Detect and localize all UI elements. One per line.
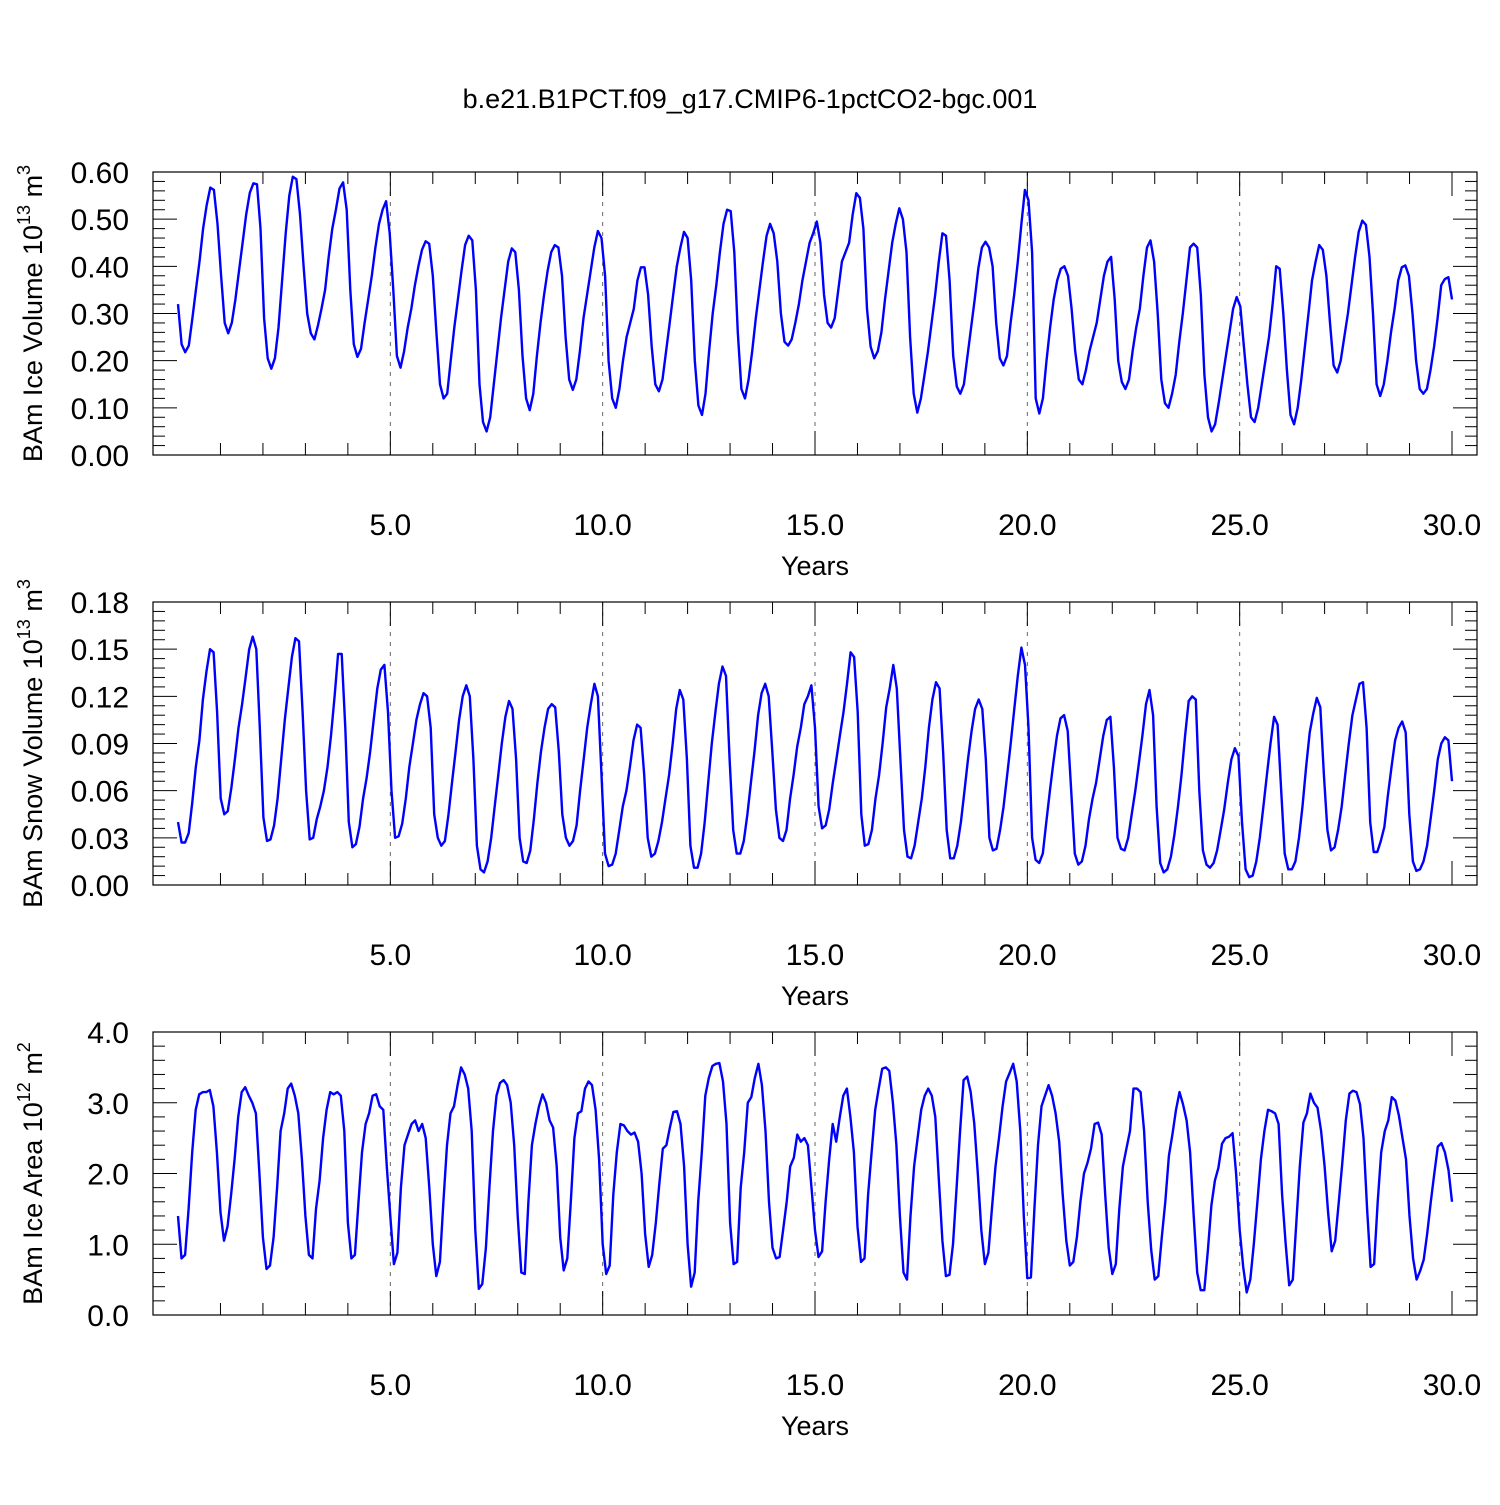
x-tick-label: 20.0 xyxy=(998,509,1056,542)
y-tick-label: 0.30 xyxy=(71,299,129,332)
y-tick-label: 0.0 xyxy=(87,1300,129,1333)
y-axis-title-part: m xyxy=(18,589,48,619)
x-tick-label: 25.0 xyxy=(1210,939,1268,972)
x-tick-label: 20.0 xyxy=(998,939,1056,972)
x-axis-title: Years xyxy=(781,551,849,581)
x-tick-label: 30.0 xyxy=(1423,1369,1481,1402)
y-tick-label: 0.06 xyxy=(71,776,129,809)
x-axis-title: Years xyxy=(781,1411,849,1441)
x-tick-label: 20.0 xyxy=(998,1369,1056,1402)
x-tick-label: 10.0 xyxy=(573,1369,631,1402)
x-axis-title: Years xyxy=(781,981,849,1011)
y-axis-title: BAm Ice Volume 1013 m3 xyxy=(14,165,48,462)
x-tick-label: 10.0 xyxy=(573,939,631,972)
x-tick-label: 15.0 xyxy=(786,939,844,972)
x-tick-label: 30.0 xyxy=(1423,509,1481,542)
y-axis-title: BAm Snow Volume 1013 m3 xyxy=(14,579,48,908)
y-tick-label: 0.00 xyxy=(71,870,129,903)
y-axis-title-part: m xyxy=(18,175,48,205)
y-axis-title-superscript: 13 xyxy=(14,619,34,639)
y-tick-label: 0.18 xyxy=(71,587,129,620)
series-line xyxy=(176,635,1454,879)
y-tick-label: 0.00 xyxy=(71,440,129,473)
x-tick-label: 15.0 xyxy=(786,1369,844,1402)
x-tick-label: 10.0 xyxy=(573,509,631,542)
y-tick-label: 0.20 xyxy=(71,346,129,379)
y-tick-label: 0.50 xyxy=(71,204,129,237)
y-tick-label: 0.12 xyxy=(71,681,129,714)
y-tick-label: 0.09 xyxy=(71,729,129,762)
series-line xyxy=(176,175,1454,433)
y-tick-label: 3.0 xyxy=(87,1088,129,1121)
y-tick-label: 0.10 xyxy=(71,393,129,426)
y-tick-label: 0.60 xyxy=(71,157,129,190)
panel-3: 0.0 1.0 2.0 3.0 4.0 5.0 10.0 15.0 20.0 25.0 30.0 Ye… xyxy=(14,1017,1481,1441)
x-tick-label: 30.0 xyxy=(1423,939,1481,972)
y-axis-title-superscript: 2 xyxy=(14,1042,34,1052)
y-axis-title-superscript: 3 xyxy=(14,579,34,589)
y-axis-title-superscript: 13 xyxy=(14,205,34,225)
y-tick-label: 0.15 xyxy=(71,634,129,667)
y-axis-title-superscript: 3 xyxy=(14,165,34,175)
y-axis-title: BAm Ice Area 1012 m2 xyxy=(14,1042,48,1305)
x-tick-label: 25.0 xyxy=(1210,1369,1268,1402)
y-axis-title-part: m xyxy=(18,1052,48,1082)
x-tick-label: 25.0 xyxy=(1210,509,1268,542)
panel-2: 0.00 0.03 0.06 0.09 0.12 0.15 0.18 5.0 10.0 15.0 2… xyxy=(14,579,1481,1011)
x-tick-label: 5.0 xyxy=(369,1369,411,1402)
x-tick-label: 5.0 xyxy=(369,509,411,542)
y-axis-title-part: BAm Ice Area 10 xyxy=(18,1102,48,1305)
figure-title: b.e21.B1PCT.f09_g17.CMIP6-1pctCO2-bgc.00… xyxy=(463,84,1038,114)
y-tick-label: 4.0 xyxy=(87,1017,129,1050)
y-tick-label: 0.03 xyxy=(71,823,129,856)
y-axis-title-part: BAm Ice Volume 10 xyxy=(18,225,48,462)
x-tick-label: 15.0 xyxy=(786,509,844,542)
y-tick-label: 0.40 xyxy=(71,251,129,284)
y-axis-title-superscript: 12 xyxy=(14,1082,34,1102)
y-tick-label: 1.0 xyxy=(87,1229,129,1262)
series-line xyxy=(176,1061,1454,1294)
x-tick-label: 5.0 xyxy=(369,939,411,972)
y-tick-label: 2.0 xyxy=(87,1159,129,1192)
panel-1: 0.00 0.10 0.20 0.30 0.40 0.50 0.60 5.0 10.0 15.0 2… xyxy=(14,157,1481,581)
y-axis-title-part: BAm Snow Volume 10 xyxy=(18,639,48,908)
